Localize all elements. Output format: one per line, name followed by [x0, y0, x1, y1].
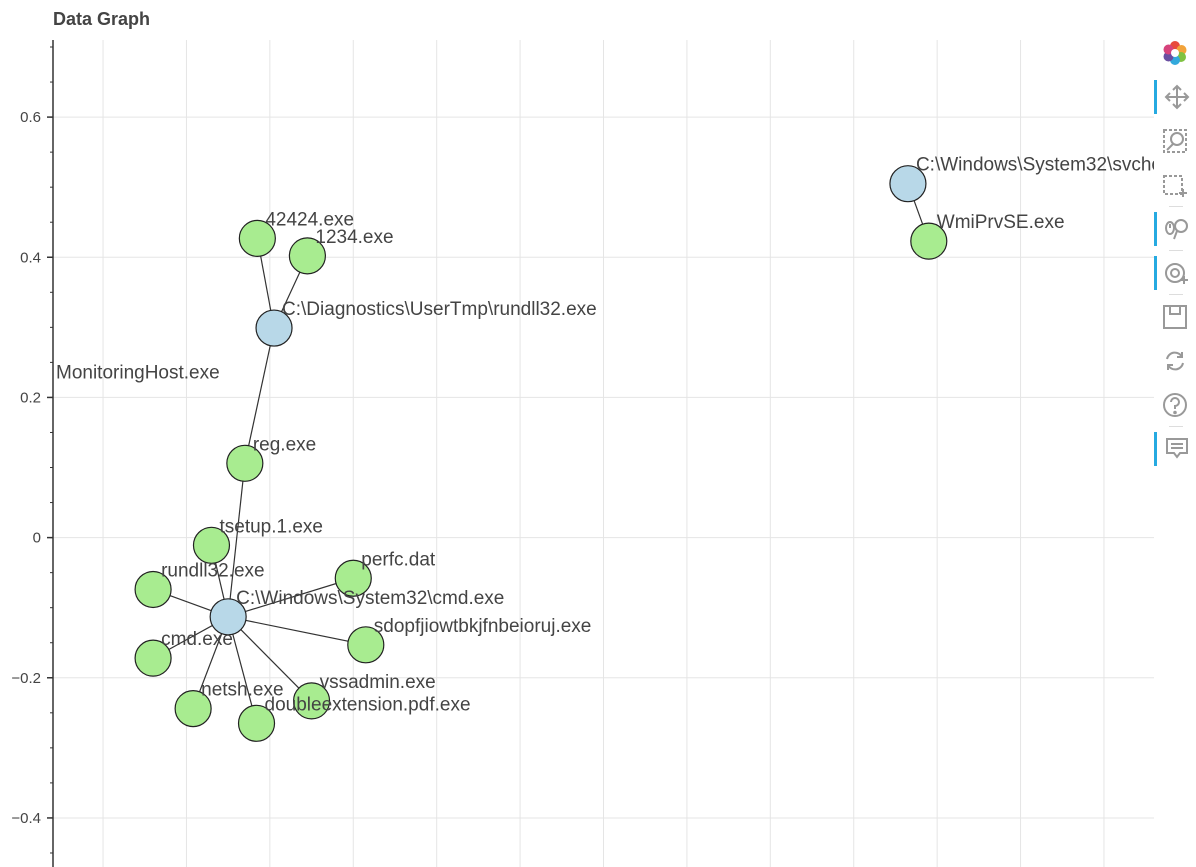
pan-tool-button[interactable]: [1154, 80, 1192, 114]
node-label-svchost: C:\Windows\System32\svchost.exe: [916, 155, 1154, 176]
y-tick-label-5: −0.4: [11, 810, 41, 827]
node-cmd_parent[interactable]: [209, 598, 247, 636]
help-icon: [1162, 392, 1188, 418]
node-label-42424: 42424.exe: [265, 209, 354, 230]
node-cmd[interactable]: [134, 639, 172, 677]
edges-layer: [152, 183, 930, 724]
node-42424[interactable]: [238, 219, 276, 257]
toolbar: [1154, 36, 1196, 496]
wheel-zoom-icon: [1164, 216, 1190, 242]
edge-sdop-cmd_parent: [228, 616, 366, 646]
bokeh-logo-tool-button[interactable]: [1158, 36, 1192, 70]
box-select-tool-button[interactable]: [1158, 168, 1192, 202]
pan-icon: [1164, 84, 1190, 110]
box-zoom-icon: [1162, 128, 1188, 154]
y-tick-label-1: 0.4: [20, 249, 41, 266]
labels-layer: C:\Windows\System32\svchost.exe WmiPrvSE.…: [56, 155, 1154, 716]
node-rundll32[interactable]: [134, 570, 172, 609]
toolbar-separator: [1169, 426, 1183, 427]
zoom-in-tool-button[interactable]: [1154, 256, 1192, 290]
node-label-rundll32: rundll32.exe: [161, 560, 265, 581]
node-tsetup[interactable]: [192, 526, 231, 564]
node-label-diag_rundll: C:\Diagnostics\UserTmp\rundll32.exe: [282, 299, 597, 320]
node-label-reg: reg.exe: [253, 434, 316, 455]
edge-perfc-cmd_parent: [227, 577, 354, 618]
box-select-icon: [1162, 172, 1188, 198]
node-vssadmin[interactable]: [292, 682, 331, 720]
y-tick-label-2: 0.2: [20, 389, 41, 406]
node-diag_rundll[interactable]: [255, 309, 293, 347]
toolbar-separator: [1169, 250, 1183, 251]
hover-icon: [1164, 436, 1190, 462]
node-label-netsh: netsh.exe: [201, 680, 283, 701]
y-tick-label-3: 0: [33, 530, 41, 547]
help-tool-button[interactable]: [1158, 388, 1192, 422]
node-label-vssadmin: vssadmin.exe: [320, 672, 436, 693]
network-plot[interactable]: 0.6 0.4 0.2 0 −0.2 −0.4 C:\Windows\System32\s…: [0, 0, 1154, 867]
node-label-perfc: perfc.dat: [361, 549, 436, 570]
bokeh-logo-icon: [1162, 40, 1188, 66]
node-label-monitoring: MonitoringHost.exe: [56, 363, 220, 384]
grid-layer: [53, 40, 1154, 867]
node-label-double: doubleextension.pdf.exe: [265, 694, 471, 715]
save-tool-button[interactable]: [1158, 300, 1192, 334]
zoom-in-icon: [1164, 260, 1190, 286]
box-zoom-tool-button[interactable]: [1158, 124, 1192, 158]
toolbar-separator: [1169, 294, 1183, 295]
chart-title: Data Graph: [53, 9, 151, 29]
y-tick-label-0: 0.6: [20, 109, 41, 126]
node-svchost[interactable]: [889, 165, 927, 203]
node-label-1234: 1234.exe: [315, 227, 393, 248]
y-tick-label-4: −0.2: [11, 670, 41, 687]
node-perfc[interactable]: [334, 559, 372, 597]
node-label-tsetup: tsetup.1.exe: [219, 516, 323, 537]
edge-reg-cmd_parent: [227, 463, 246, 617]
edge-vssadmin-cmd_parent: [227, 616, 312, 702]
node-1234[interactable]: [288, 237, 326, 275]
node-netsh[interactable]: [174, 690, 212, 728]
node-label-cmd: cmd.exe: [161, 629, 233, 650]
wheel-zoom-tool-button[interactable]: [1154, 212, 1192, 246]
hover-tool-button[interactable]: [1154, 432, 1192, 466]
node-label-sdop: sdopfjiowtbkjfnbeioruj.exe: [374, 616, 592, 637]
y-ticks: 0.6 0.4 0.2 0 −0.2 −0.4: [11, 46, 53, 854]
toolbar-separator: [1169, 206, 1183, 207]
reset-tool-button[interactable]: [1158, 344, 1192, 378]
reset-icon: [1162, 348, 1188, 374]
node-label-cmd_parent: C:\Windows\System32\cmd.exe: [236, 588, 504, 609]
nodes-layer: [134, 165, 948, 742]
save-icon: [1162, 304, 1188, 330]
node-reg[interactable]: [226, 444, 264, 482]
node-double[interactable]: [237, 704, 276, 742]
node-label-wmiprvse: WmiPrvSE.exe: [937, 212, 1065, 233]
node-sdop[interactable]: [347, 626, 385, 664]
node-wmiprvse[interactable]: [910, 222, 948, 260]
edge-diag_rundll-reg: [244, 327, 275, 464]
